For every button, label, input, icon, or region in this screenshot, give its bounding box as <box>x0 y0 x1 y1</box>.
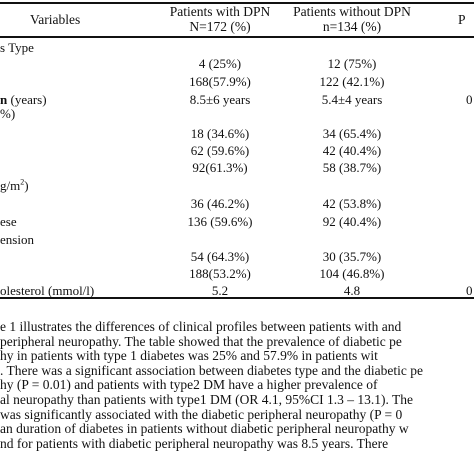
header-dpn-title: Patients with DPN <box>169 4 271 19</box>
header-variables: Variables <box>30 12 81 27</box>
paragraph-line: e 1 illustrates the differences of clini… <box>0 319 402 334</box>
cell-nodpn: 5.4±4 years <box>321 92 383 107</box>
cell-dpn: 18 (34.6%) <box>190 126 250 141</box>
table-header-rule <box>0 36 474 38</box>
cell-nodpn: 122 (42.1%) <box>319 74 385 89</box>
label-percent: %) <box>0 106 16 121</box>
table-bottom-rule <box>0 297 474 299</box>
cell-dpn: 136 (59.6%) <box>187 214 253 229</box>
cell-dpn: 54 (64.3%) <box>190 249 250 264</box>
label-duration-rest: (years) <box>7 92 47 107</box>
paragraph-line: was significantly associated with the di… <box>0 406 403 422</box>
header-nodpn-title: Patients without DPN <box>293 4 411 19</box>
cell-dpn: 4 (25%) <box>198 56 242 71</box>
cell-nodpn: 92 (40.4%) <box>322 214 382 229</box>
label-bmi-post: ) <box>24 178 29 193</box>
cell-nodpn: 30 (35.7%) <box>322 249 382 264</box>
cell-nodpn: 42 (40.4%) <box>322 143 382 158</box>
label-bmi: g/m2) <box>0 178 29 193</box>
paragraph-line: hy in patients with type 1 diabetes was … <box>0 348 378 364</box>
cell-dpn: 8.5±6 years <box>189 92 251 107</box>
cell-nodpn: 4.8 <box>343 283 361 298</box>
label-hypertension: ension <box>0 232 34 247</box>
paragraph-line: . There was a significant association be… <box>0 362 423 378</box>
p-value-fragment: 0 <box>466 283 473 298</box>
header-nodpn-count: n=134 (%) <box>322 19 382 34</box>
cell-nodpn: 12 (75%) <box>327 56 377 71</box>
table-top-rule <box>0 2 474 4</box>
label-bmi-pre: g/m <box>0 178 21 193</box>
cell-dpn: 36 (46.2%) <box>190 196 250 211</box>
cell-nodpn: 34 (65.4%) <box>322 126 382 141</box>
cell-dpn: 92(61.3%) <box>192 160 248 175</box>
cell-dpn: 62 (59.6%) <box>190 143 250 158</box>
header-dpn-count: N=172 (%) <box>189 19 251 34</box>
label-duration: n (years) <box>0 92 47 107</box>
cell-nodpn: 104 (46.8%) <box>319 266 385 281</box>
paragraph-line: an duration of diabetes in patients with… <box>0 421 409 437</box>
paragraph-line: al neuropathy than patients with type1 D… <box>0 391 413 407</box>
label-cholesterol: olesterol (mmol/l) <box>0 283 95 298</box>
label-bmi-sup: 2 <box>20 177 25 187</box>
header-p-fragment: P <box>458 12 466 27</box>
cell-nodpn: 58 (38.7%) <box>322 160 382 175</box>
cell-nodpn: 42 (53.8%) <box>322 196 382 211</box>
cell-dpn: 188(53.2%) <box>189 266 251 281</box>
label-obese: ese <box>0 214 17 229</box>
paragraph-line: peripheral neuropathy. The table showed … <box>0 333 402 349</box>
body-paragraph: e 1 illustrates the differences of clini… <box>0 319 474 451</box>
cell-dpn: 168(57.9%) <box>189 74 251 89</box>
cell-dpn: 5.2 <box>211 283 229 298</box>
label-duration-bold: n <box>0 92 8 107</box>
label-diabetes-type: s Type <box>0 40 34 55</box>
paragraph-line: nd for patients with diabetic peripheral… <box>0 435 389 451</box>
paragraph-line: hy (P = 0.01) and patients with type2 DM… <box>0 377 378 393</box>
p-value-fragment: 0 <box>466 92 473 107</box>
